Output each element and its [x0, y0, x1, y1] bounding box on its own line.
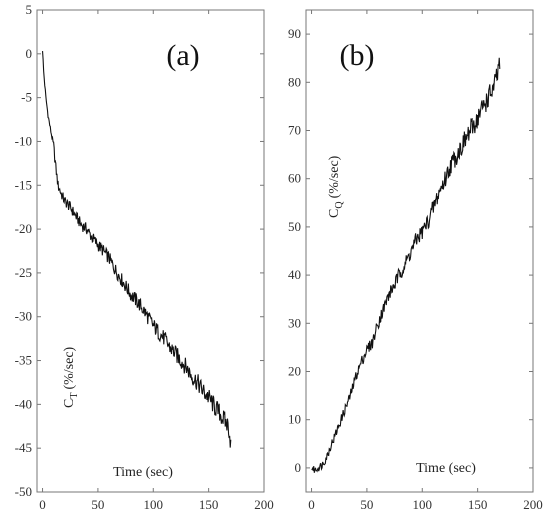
panel-b-ytick-label: 50	[288, 219, 301, 234]
panel-b-ylabel-symbol: C	[327, 209, 342, 218]
panel-b-ytick-label: 60	[288, 171, 301, 186]
panel-a-frame	[36, 9, 265, 493]
panel-b: 0 10 20 30 40 50 60 70 80 90 0 50 100 150 200 (b) Time (…	[288, 9, 543, 512]
panel-a-ytick-label: 5	[26, 2, 33, 17]
panel-b-ytick-label: 70	[288, 123, 301, 138]
panel-a-ylabel-symbol: C	[62, 399, 77, 408]
panel-a-series-line	[41, 51, 232, 448]
panel-b-frame	[305, 9, 534, 493]
panel-a-ytick-label: -25	[15, 265, 32, 280]
panel-a-xlabel: Time (sec)	[113, 465, 173, 480]
panel-a-ytick-label: -40	[15, 396, 32, 411]
panel-a-ytick-label: -5	[21, 90, 32, 105]
panel-a-xtick-label: 200	[254, 497, 274, 512]
panel-a-xtick-label: 0	[39, 497, 46, 512]
panel-b-ylabel-unit: (%/sec)	[327, 155, 342, 198]
panel-a-ytick-label: -20	[15, 221, 32, 236]
panel-a-ytick-label: -45	[15, 440, 32, 455]
panel-a-xtick-label: 50	[91, 497, 104, 512]
panel-a-xtick-label: 100	[144, 497, 164, 512]
panel-b-xtick-label: 100	[413, 497, 433, 512]
panel-b-xlabel: Time (sec)	[416, 461, 476, 476]
panel-b-xtick-label: 200	[523, 497, 543, 512]
panel-a-ytick-label: -15	[15, 177, 32, 192]
panel-a-ylabel-subscript: T	[69, 393, 80, 399]
panel-a-xtick-label: 150	[199, 497, 219, 512]
panel-a-tag: (a)	[166, 39, 199, 72]
panel-b-series-line	[311, 57, 501, 473]
panel-a-ytick-label: 0	[26, 46, 33, 61]
panel-b-ytick-label: 10	[288, 412, 301, 427]
panel-b-ytick-label: 20	[288, 364, 301, 379]
panel-a: 50-5-10-15-20-25-30-35-40-45-500 50 100 150…	[15, 2, 274, 512]
panel-b-ytick-label: 0	[295, 460, 302, 475]
panel-a-ytick-label: -35	[15, 353, 32, 368]
panel-b-ytick-label: 30	[288, 315, 301, 330]
panel-b-tag: (b)	[340, 39, 375, 72]
panel-b-ytick-label: 90	[288, 26, 301, 41]
panel-a-ytick-label: -10	[15, 133, 32, 148]
panel-a-ylabel-unit: (%/sec)	[62, 346, 77, 389]
panel-b-ytick-label: 40	[288, 267, 301, 282]
panel-b-ytick-label: 80	[288, 74, 301, 89]
panel-a-ylabel: CT (%/sec)	[62, 346, 80, 408]
panel-b-xtick-label: 150	[468, 497, 488, 512]
panel-b-ylabel: CQ (%/sec)	[327, 155, 345, 218]
panel-a-ytick-label: -50	[15, 484, 32, 499]
panel-b-xtick-label: 50	[360, 497, 373, 512]
panel-b-ylabel-subscript: Q	[334, 201, 345, 209]
panel-a-ytick-label: -30	[15, 309, 32, 324]
panel-b-xtick-label: 0	[308, 497, 315, 512]
